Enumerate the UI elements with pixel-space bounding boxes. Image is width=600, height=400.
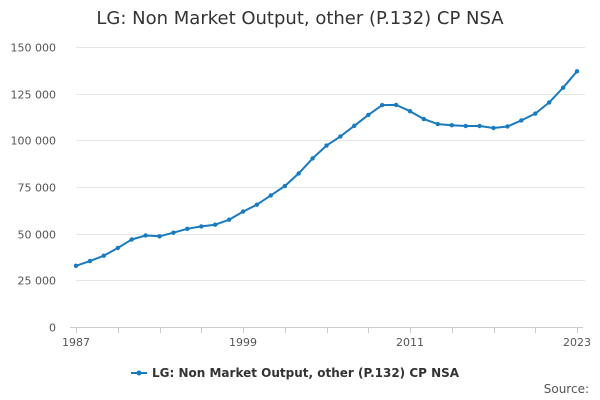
data-point[interactable]: [157, 234, 162, 239]
legend[interactable]: LG: Non Market Output, other (P.132) CP …: [131, 366, 460, 380]
y-tick-label: 100 000: [11, 135, 57, 148]
series-line: [75, 70, 578, 267]
data-point[interactable]: [171, 230, 176, 235]
data-point[interactable]: [73, 263, 79, 268]
x-tick-label: 2023: [563, 336, 591, 349]
x-tick-label: 1987: [62, 336, 90, 349]
data-point[interactable]: [547, 100, 552, 105]
data-point[interactable]: [560, 85, 566, 90]
data-point[interactable]: [435, 121, 440, 127]
data-point[interactable]: [143, 233, 148, 238]
data-point[interactable]: [393, 102, 399, 108]
data-point[interactable]: [87, 258, 93, 264]
data-point[interactable]: [115, 245, 121, 251]
y-tick-label: 50 000: [18, 229, 57, 242]
legend-dot-marker: [136, 370, 142, 376]
x-tick-label: 1999: [229, 336, 257, 349]
data-point[interactable]: [254, 202, 260, 207]
x-axis: [70, 327, 583, 333]
data-point[interactable]: [380, 102, 385, 108]
data-point[interactable]: [477, 123, 482, 129]
data-point[interactable]: [226, 217, 232, 222]
data-point[interactable]: [352, 123, 357, 128]
credits-label[interactable]: Source:: [544, 382, 589, 396]
data-point[interactable]: [185, 226, 190, 231]
y-axis-labels: 0 25 000 50 000 75 000 100 000 125 000 150 000: [11, 42, 57, 335]
data-point[interactable]: [129, 237, 134, 242]
y-tick-label: 75 000: [18, 182, 57, 195]
grid-lines: [76, 47, 585, 281]
data-point[interactable]: [421, 116, 427, 122]
data-point[interactable]: [366, 112, 371, 118]
data-point[interactable]: [574, 69, 580, 74]
data-point[interactable]: [491, 125, 496, 131]
data-point[interactable]: [407, 109, 413, 114]
chart-title: LG: Non Market Output, other (P.132) CP …: [96, 8, 504, 29]
data-point[interactable]: [463, 123, 468, 129]
data-point[interactable]: [338, 134, 343, 139]
data-point[interactable]: [268, 193, 273, 198]
data-point[interactable]: [310, 156, 315, 161]
series-group: [73, 69, 580, 268]
data-point[interactable]: [296, 171, 301, 176]
data-point[interactable]: [240, 209, 246, 214]
data-point[interactable]: [213, 222, 218, 227]
data-point[interactable]: [449, 123, 454, 128]
legend-label[interactable]: LG: Non Market Output, other (P.132) CP …: [152, 366, 460, 380]
y-tick-label: 150 000: [11, 42, 57, 55]
data-point[interactable]: [533, 111, 538, 116]
x-tick-label: 2011: [396, 336, 424, 349]
x-axis-labels: 1987 1999 2011 2023: [62, 336, 591, 349]
data-point[interactable]: [519, 118, 524, 123]
y-tick-label: 125 000: [11, 89, 57, 102]
data-point[interactable]: [505, 124, 510, 129]
data-point[interactable]: [282, 183, 287, 189]
y-tick-label: 25 000: [18, 275, 57, 288]
y-tick-label: 0: [49, 322, 56, 335]
data-point[interactable]: [101, 253, 107, 258]
data-point[interactable]: [199, 224, 204, 229]
data-point[interactable]: [324, 143, 329, 148]
